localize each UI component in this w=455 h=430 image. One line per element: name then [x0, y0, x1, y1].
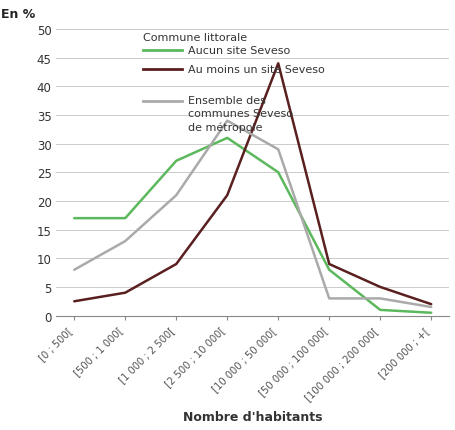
- Text: Commune littorale: Commune littorale: [142, 33, 247, 43]
- Text: En %: En %: [1, 8, 35, 21]
- Text: Ensemble des
communes Seveso
de métropole: Ensemble des communes Seveso de métropol…: [187, 96, 292, 133]
- Text: Aucun site Seveso: Aucun site Seveso: [187, 46, 289, 56]
- X-axis label: Nombre d'habitants: Nombre d'habitants: [182, 410, 322, 423]
- Text: Au moins un site Seveso: Au moins un site Seveso: [187, 65, 324, 75]
